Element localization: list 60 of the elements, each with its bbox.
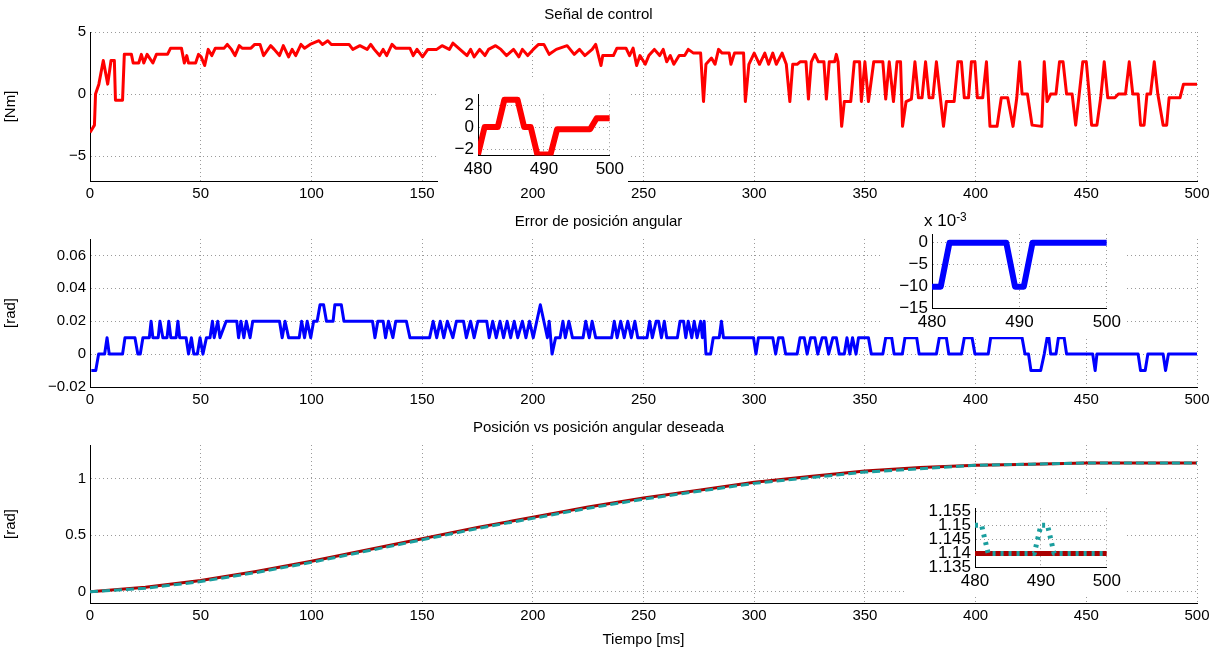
x-tick-label: 350 — [852, 606, 878, 624]
x-tick-label: 150 — [409, 390, 435, 408]
x-tick-label: 100 — [298, 606, 324, 624]
y-tick-label: 0.06 — [56, 245, 86, 263]
y-tick-label: 0.02 — [56, 311, 86, 329]
x-tick-label: 500 — [595, 159, 625, 179]
y-tick-label: 0 — [77, 84, 86, 102]
x-tick-label: 400 — [963, 390, 989, 408]
x-tick-label: 150 — [409, 606, 435, 624]
x-tick-label: 350 — [852, 184, 878, 202]
x-axis-title: Tiempo [ms] — [602, 630, 685, 648]
x-tick-label: 500 — [1092, 571, 1122, 591]
y-tick-label: 1 — [77, 469, 86, 486]
y-tick-label: −2 — [454, 138, 474, 158]
x-tick-label: 500 — [1092, 312, 1122, 332]
chart-title: Posición vs posición angular deseada — [473, 418, 725, 436]
x-tick-label: 50 — [192, 606, 210, 624]
x-tick-label: 300 — [741, 606, 767, 624]
y-axis-title: [Nm] — [1, 90, 19, 123]
x-tick-label: 450 — [1073, 184, 1099, 202]
x-tick-label: 300 — [741, 390, 767, 408]
x-tick-label: 500 — [1184, 390, 1210, 408]
y-axis-title: [rad] — [1, 508, 19, 540]
x-tick-label: 350 — [852, 390, 878, 408]
x-tick-label: 450 — [1073, 606, 1099, 624]
y-tick-label: 2 — [464, 94, 474, 114]
y-tick-label: 0 — [464, 116, 474, 136]
x-tick-label: 250 — [630, 184, 657, 202]
y-tick-label: 5 — [77, 22, 86, 40]
x-tick-label: 150 — [409, 184, 435, 202]
x-tick-label: 490 — [529, 159, 559, 179]
x-tick-label: 490 — [1026, 571, 1056, 591]
y-tick-label: −0.02 — [48, 377, 86, 395]
x-tick-label: 200 — [520, 184, 546, 202]
y-tick-label: 0 — [77, 344, 86, 362]
y-tick-label: −5 — [908, 254, 928, 274]
x-tick-label: 450 — [1073, 390, 1099, 408]
x-tick-label: 200 — [520, 390, 546, 408]
x-tick-label: 200 — [520, 606, 546, 624]
x-tick-label: 100 — [298, 184, 324, 202]
x-tick-label: 50 — [192, 390, 210, 408]
y-axis-title: [rad] — [1, 297, 19, 329]
x-tick-label: 50 — [192, 184, 210, 202]
chart-title: Señal de control — [544, 5, 653, 23]
y-tick-label: 0.5 — [65, 525, 86, 543]
x-tick-label: 100 — [298, 390, 324, 408]
y-tick-label: 0 — [918, 232, 928, 252]
x-tick-label: 500 — [1184, 606, 1210, 624]
y-tick-label: 0.04 — [56, 278, 86, 296]
y-tick-label: −10 — [899, 276, 928, 296]
x-tick-label: 300 — [741, 184, 767, 202]
chart-title: Error de posición angular — [514, 212, 683, 230]
y-tick-label: −5 — [68, 146, 86, 164]
x-tick-label: 400 — [963, 184, 989, 202]
x-tick-label: 480 — [463, 159, 493, 179]
x-tick-label: 250 — [630, 606, 657, 624]
x-tick-label: 400 — [963, 606, 989, 624]
x-tick-label: 500 — [1184, 184, 1210, 202]
x-tick-label: 250 — [630, 390, 657, 408]
x-tick-label: 490 — [1005, 312, 1034, 332]
